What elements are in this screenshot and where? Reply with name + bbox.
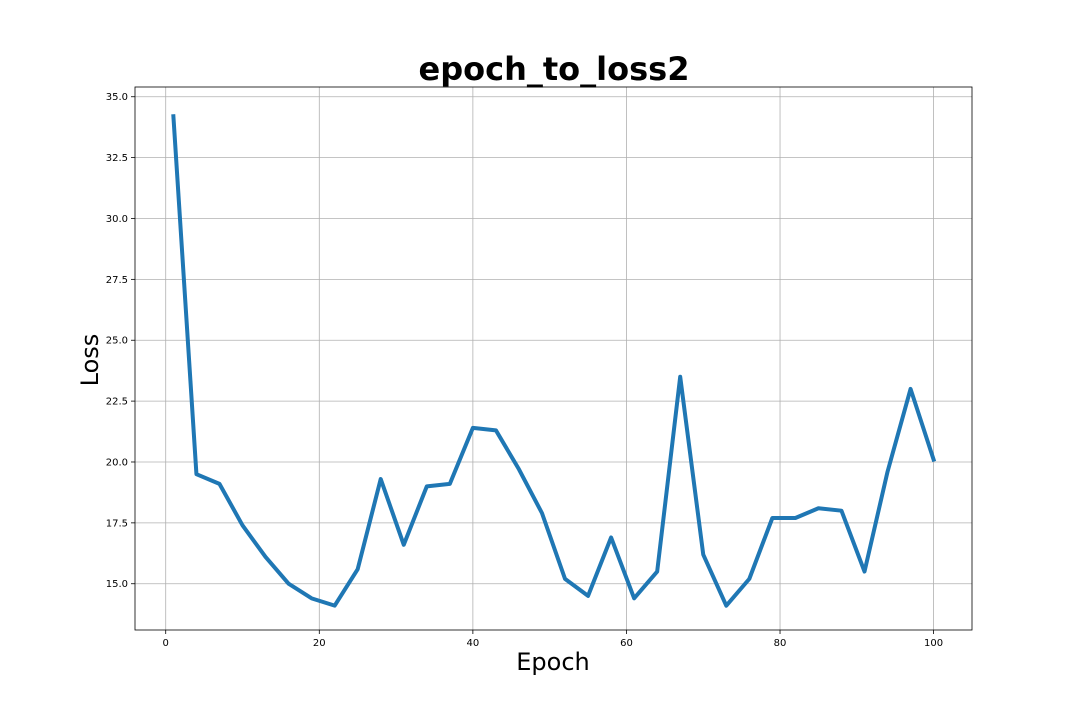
data-point: [909, 387, 913, 391]
grid: [135, 87, 972, 630]
data-point: [241, 523, 245, 527]
data-point: [563, 577, 567, 581]
data-point: [586, 594, 590, 598]
data-point: [379, 477, 383, 481]
chart-title: epoch_to_loss2: [419, 50, 690, 88]
data-point: [839, 509, 843, 513]
data-point: [770, 516, 774, 520]
data-point: [701, 553, 705, 557]
data-point: [886, 470, 890, 474]
series-layer: [171, 114, 937, 608]
data-point: [609, 535, 613, 539]
data-point: [747, 577, 751, 581]
data-point: [862, 570, 866, 574]
data-point: [448, 482, 452, 486]
data-point: [494, 428, 498, 432]
data-point: [471, 426, 475, 430]
data-point: [194, 472, 198, 476]
y-axis-label: Loss: [76, 334, 104, 387]
data-point: [402, 543, 406, 547]
data-point: [655, 570, 659, 574]
y-tick-label: 15.0: [106, 579, 128, 590]
data-point: [724, 604, 728, 608]
y-axis-ticks: 15.0 17.5 20.0 22.5 25.0 27.5 30.0 32.5 35.0: [106, 92, 135, 590]
plot-area-frame: [134, 86, 973, 631]
data-point: [793, 516, 797, 520]
y-tick-label: 27.5: [106, 275, 128, 286]
data-point: [932, 458, 936, 462]
data-point: [356, 567, 360, 571]
y-tick-label: 35.0: [106, 92, 128, 103]
data-point: [540, 511, 544, 515]
series-line: [171, 114, 937, 608]
data-point: [517, 467, 521, 471]
data-point: [287, 582, 291, 586]
data-point: [217, 482, 221, 486]
x-tick-label: 100: [924, 638, 943, 649]
y-tick-label: 30.0: [106, 214, 128, 225]
y-tick-label: 20.0: [106, 457, 128, 468]
data-point: [678, 375, 682, 379]
data-point: [333, 604, 337, 608]
data-point: [816, 506, 820, 510]
data-point: [171, 114, 175, 118]
data-point: [310, 596, 314, 600]
x-axis-ticks: 0 20 40 60 80 100: [163, 630, 943, 649]
x-tick-label: 40: [467, 638, 480, 649]
y-tick-label: 22.5: [106, 397, 128, 408]
x-tick-label: 60: [620, 638, 633, 649]
data-point: [632, 596, 636, 600]
data-point: [425, 484, 429, 488]
y-tick-label: 25.0: [106, 336, 128, 347]
y-tick-label: 32.5: [106, 153, 128, 164]
data-point: [264, 555, 268, 559]
x-tick-label: 80: [774, 638, 787, 649]
x-tick-label: 0: [163, 638, 169, 649]
x-tick-label: 20: [313, 638, 326, 649]
y-tick-label: 17.5: [106, 518, 128, 529]
x-axis-label: Epoch: [516, 648, 590, 676]
